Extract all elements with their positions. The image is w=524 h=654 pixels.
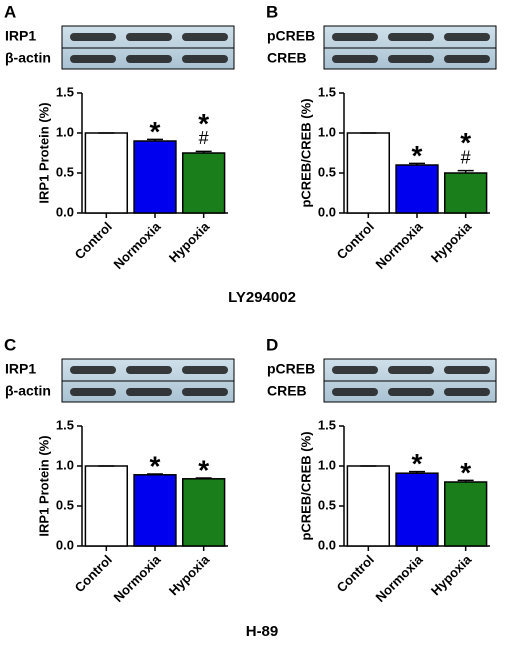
bar [133,474,177,547]
significance-mark: * [412,140,423,171]
bar [395,472,439,547]
blot-band [70,55,116,63]
panel-label: D [266,335,278,354]
y-tick-label: 0.5 [56,164,74,179]
bar [443,172,488,214]
blot-label: pCREB [267,28,315,44]
blot-band [388,55,434,63]
bar [443,481,488,547]
significance-mark: * [460,127,471,158]
blot-band [126,388,172,396]
bar [395,164,439,214]
blot-band [388,366,434,374]
y-tick-label: 1.0 [56,124,74,139]
significance-mark: # [461,147,471,167]
panel-label: C [4,335,16,354]
y-tick-label: 1.5 [56,417,74,432]
blot-band [182,388,228,396]
blot-band [444,366,490,374]
y-tick-label: 0.0 [56,537,74,552]
y-tick-label: 1.5 [318,84,336,99]
x-tick-label: Control [72,219,115,262]
x-tick-label: Hypoxia [428,551,475,598]
y-tick-label: 0.0 [56,204,74,219]
y-tick-label: 1.0 [318,124,336,139]
x-tick-label: Control [334,219,377,262]
blot-band [332,388,378,396]
y-axis-label: IRP1 Protein (%) [36,102,51,203]
x-tick-label: Normoxia [111,551,165,605]
blot-band [182,55,228,63]
significance-mark: * [460,457,471,488]
blot-band [182,33,228,41]
significance-mark: * [412,448,423,479]
bar [181,478,226,547]
blot-band [332,33,378,41]
x-tick-label: Hypoxia [166,218,213,265]
y-tick-label: 1.5 [318,417,336,432]
y-tick-label: 0.0 [318,204,336,219]
significance-mark: * [150,116,161,147]
x-tick-label: Hypoxia [428,218,475,265]
y-axis-label: IRP1 Protein (%) [36,435,51,536]
significance-mark: * [198,454,209,485]
blot-band [332,366,378,374]
blot-label: β-actin [5,383,51,399]
blot-band [70,33,116,41]
y-tick-label: 0.0 [318,537,336,552]
bar [346,132,391,214]
blot-band [126,33,172,41]
blot-band [444,55,490,63]
blot-label: CREB [267,383,307,399]
x-tick-label: Normoxia [373,551,427,605]
y-tick-label: 1.0 [318,457,336,472]
blot-band [70,388,116,396]
blot-band [388,388,434,396]
blot-band [332,55,378,63]
x-tick-label: Hypoxia [166,551,213,598]
blot-label: β-actin [5,50,51,66]
y-tick-label: 0.5 [318,497,336,512]
y-tick-label: 1.0 [56,457,74,472]
blot-band [444,388,490,396]
blot-label: CREB [267,50,307,66]
blot-band [70,366,116,374]
x-tick-label: Control [72,552,115,595]
bar [346,465,391,547]
blot-band [444,33,490,41]
blot-band [126,55,172,63]
significance-mark: * [150,450,161,481]
y-axis-label: pCREB/CREB (%) [298,431,313,540]
bar [133,140,177,214]
panel-label: A [4,2,16,21]
group-label: H-89 [246,623,279,640]
y-axis-label: pCREB/CREB (%) [298,98,313,207]
significance-mark: * [198,108,209,139]
y-tick-label: 1.5 [56,84,74,99]
blot-band [182,366,228,374]
blot-label: pCREB [267,361,315,377]
y-tick-label: 0.5 [318,164,336,179]
blot-band [388,33,434,41]
group-label: LY294002 [228,289,296,306]
bar [84,132,129,214]
panel-label: B [266,2,278,21]
significance-mark: # [199,128,209,148]
x-tick-label: Control [334,552,377,595]
x-tick-label: Normoxia [373,218,427,272]
blot-band [126,366,172,374]
blot-label: IRP1 [5,361,36,377]
bar [84,465,129,547]
bar [181,152,226,214]
x-tick-label: Normoxia [111,218,165,272]
blot-label: IRP1 [5,28,36,44]
y-tick-label: 0.5 [56,497,74,512]
